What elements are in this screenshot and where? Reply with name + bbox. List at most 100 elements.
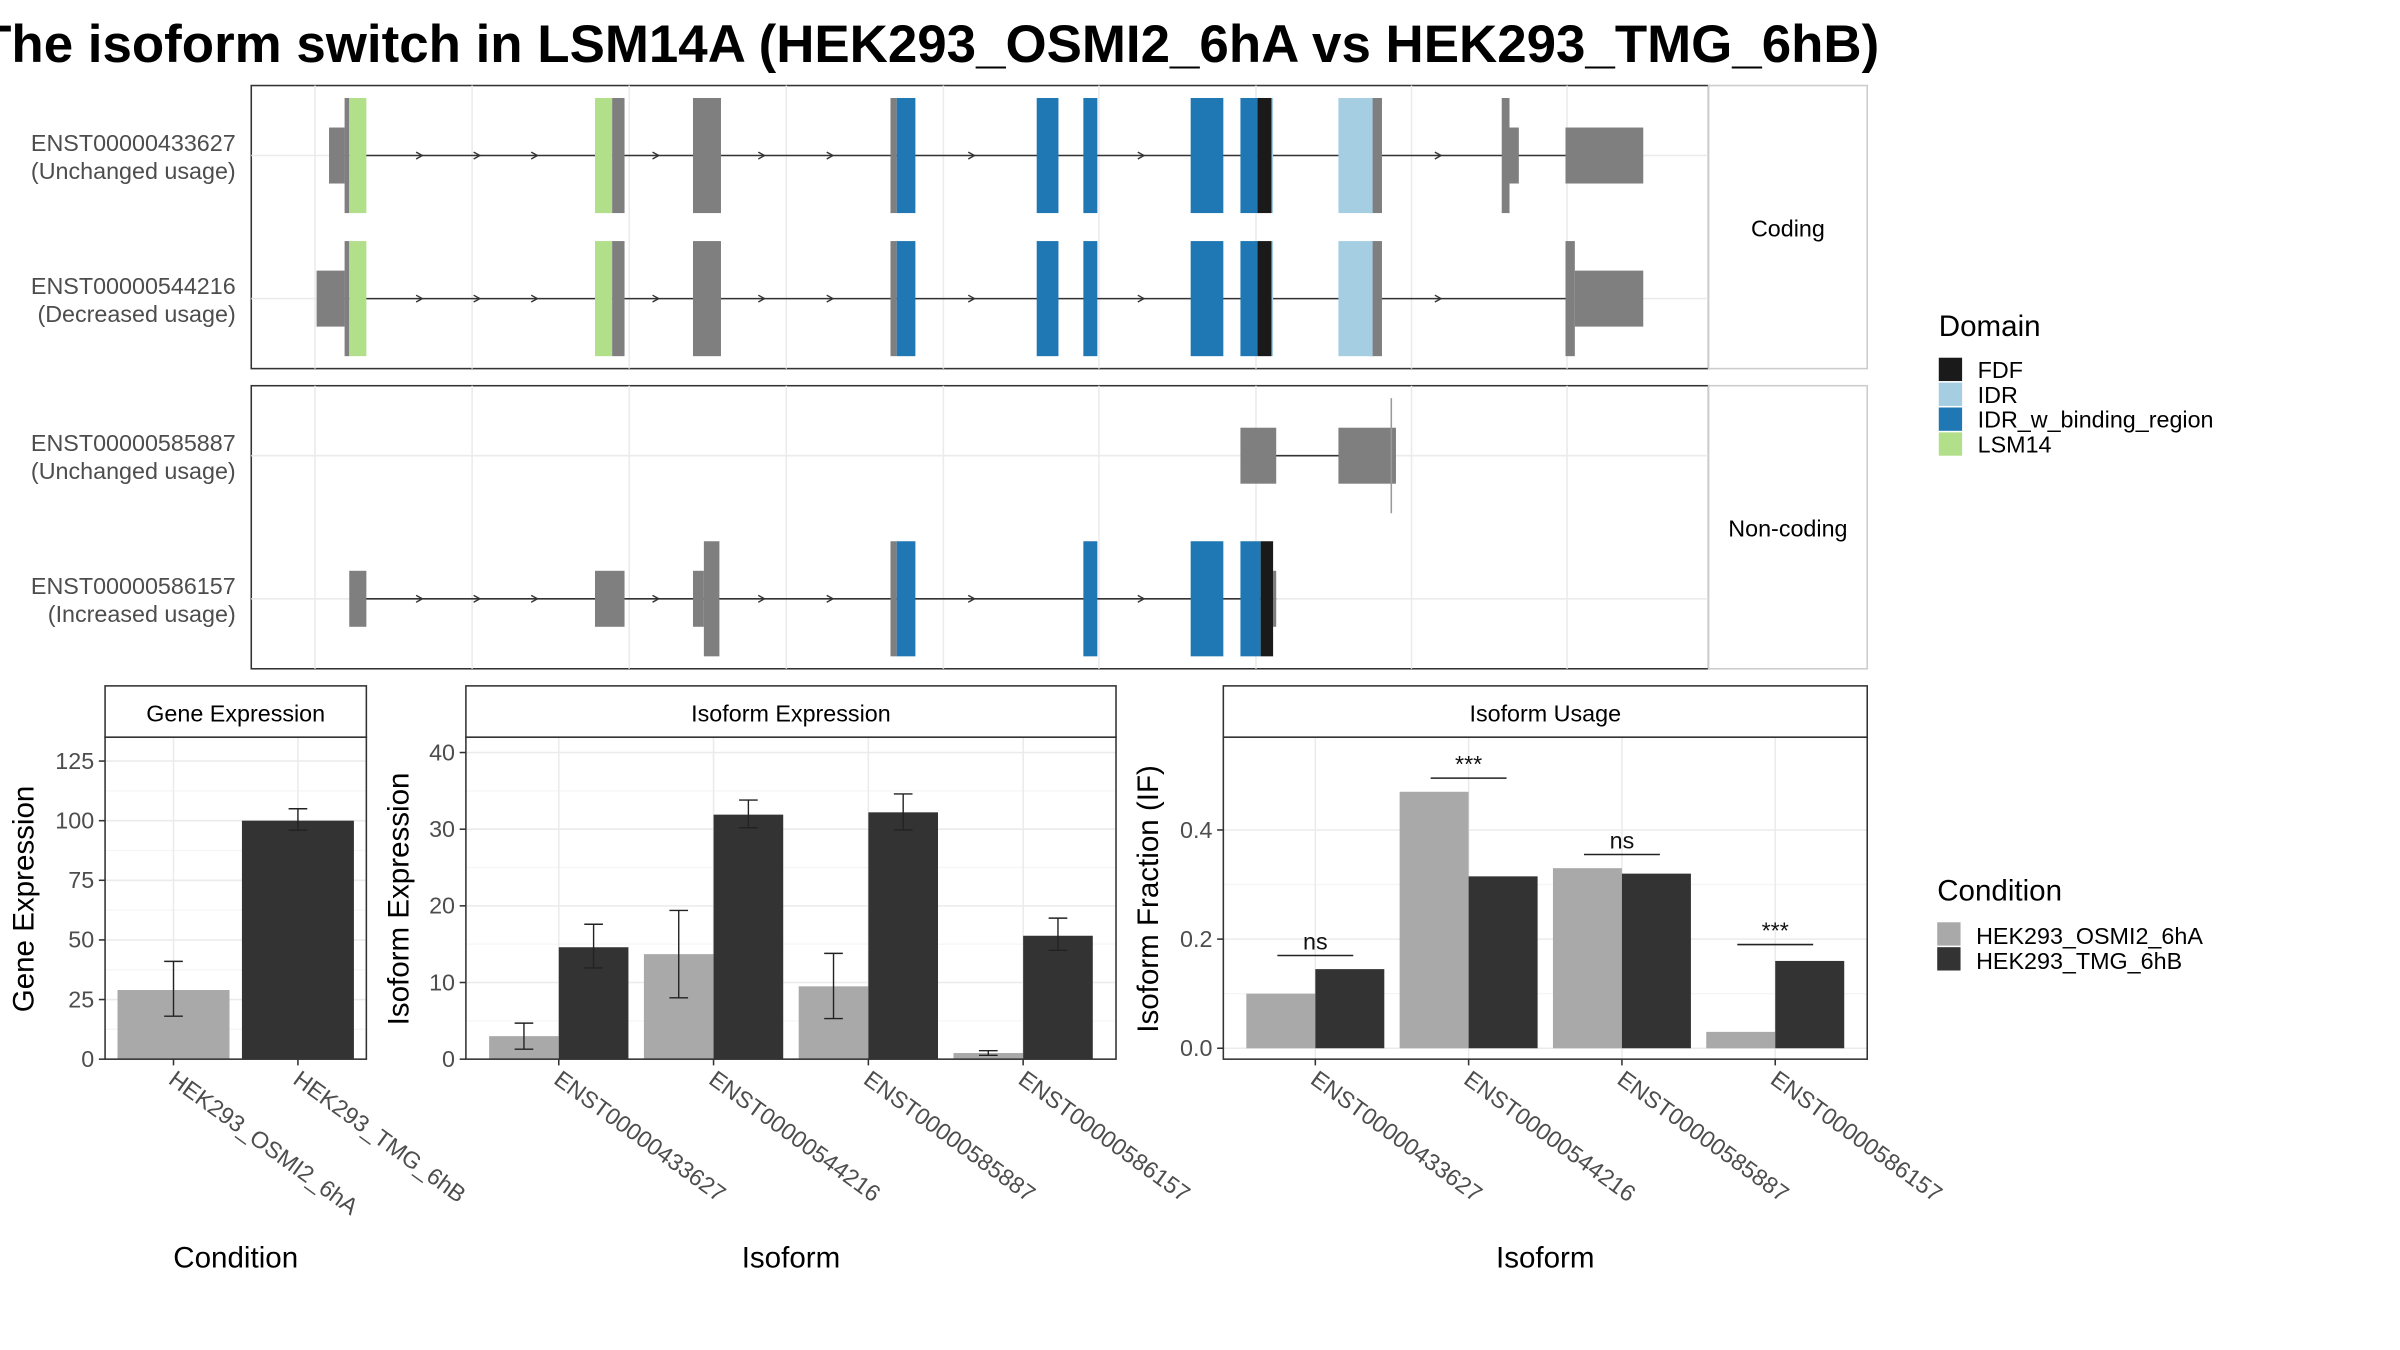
chart-title: Isoform Expression bbox=[691, 701, 891, 727]
bar bbox=[1468, 876, 1538, 1049]
bar bbox=[241, 820, 354, 1060]
utr-exon bbox=[316, 270, 345, 327]
domain-block bbox=[1240, 541, 1261, 657]
strand-arrow bbox=[826, 594, 835, 603]
facet-strip bbox=[1222, 685, 1869, 738]
domain-block bbox=[896, 97, 916, 214]
domain-block bbox=[896, 541, 916, 657]
domain-block bbox=[1083, 241, 1098, 357]
legend-key-idr-binding bbox=[1938, 407, 1963, 431]
structure-panel-coding: Coding bbox=[250, 84, 1869, 370]
bar bbox=[868, 812, 939, 1060]
strand-arrow bbox=[826, 294, 835, 303]
domain-block bbox=[1338, 241, 1373, 357]
structure-panel-noncoding: Non-coding bbox=[250, 384, 1869, 670]
domain-block bbox=[1240, 97, 1258, 214]
x-tick-label: ENST00000433627 bbox=[550, 1065, 731, 1206]
strand-arrow bbox=[757, 294, 766, 303]
cds-exon bbox=[1369, 241, 1382, 357]
legend-label: FDF bbox=[1978, 357, 2023, 383]
utr-exon bbox=[594, 570, 625, 627]
legend-key-idr bbox=[1938, 382, 1963, 406]
domain-block bbox=[594, 97, 613, 214]
utr-exon bbox=[1240, 427, 1277, 484]
strand-arrow bbox=[967, 594, 976, 603]
chart-title: Isoform Usage bbox=[1469, 701, 1621, 727]
y-tick-label: 20 bbox=[429, 893, 455, 919]
domain-block bbox=[1260, 541, 1274, 657]
facet-label-coding: Coding bbox=[1751, 215, 1825, 241]
isoform-track-4 bbox=[349, 541, 1277, 657]
strand-arrow bbox=[1137, 594, 1146, 603]
chart-title: Gene Expression bbox=[146, 701, 325, 727]
isoform-expression-chart: Isoform Expression 0 10 20 30 40 ENST00000433… bbox=[382, 685, 1195, 1275]
facet-strip bbox=[1707, 384, 1869, 670]
utr-exon bbox=[1574, 270, 1644, 327]
domain-block bbox=[349, 97, 367, 214]
legend-key-lsm14 bbox=[1938, 432, 1963, 456]
y-tick-label: 0 bbox=[81, 1046, 94, 1072]
legend-key-fdf bbox=[1938, 357, 1963, 382]
strand-arrow bbox=[415, 294, 424, 303]
isoform-track-3 bbox=[1240, 398, 1396, 514]
cds-exon bbox=[344, 241, 350, 357]
domain-block bbox=[349, 241, 367, 357]
bar bbox=[1023, 935, 1093, 1060]
isoform-usage-label: (Unchanged usage) bbox=[31, 158, 236, 184]
legend-title: Condition bbox=[1937, 875, 2062, 908]
utr-exon bbox=[1509, 127, 1519, 184]
significance-label: ns bbox=[1303, 928, 1328, 954]
bar bbox=[1315, 969, 1385, 1049]
y-tick-label: 0.2 bbox=[1180, 926, 1212, 952]
domain-block bbox=[1257, 97, 1272, 214]
strand-arrow bbox=[757, 594, 766, 603]
significance-label: *** bbox=[1455, 751, 1482, 777]
cds-exon bbox=[890, 541, 897, 657]
domain-block bbox=[1271, 241, 1274, 357]
y-axis-title: Isoform Fraction (IF) bbox=[1132, 765, 1165, 1033]
bar bbox=[1246, 993, 1316, 1049]
bar bbox=[1706, 1031, 1776, 1049]
domain-block bbox=[1271, 97, 1274, 214]
utr-exon bbox=[1565, 127, 1644, 184]
isoform-id-label: ENST00000544216 bbox=[31, 273, 236, 299]
figure-title: The isoform switch in LSM14A (HEK293_OSM… bbox=[0, 15, 1879, 74]
isoform-id-label: ENST00000585887 bbox=[31, 430, 236, 456]
strand-arrow bbox=[826, 151, 835, 160]
domain-block bbox=[1036, 97, 1059, 214]
isoform-track-1 bbox=[329, 97, 1644, 214]
bar bbox=[713, 814, 784, 1060]
strand-arrow bbox=[473, 294, 482, 303]
domain-block bbox=[1240, 241, 1258, 357]
legend-key-cond-b bbox=[1937, 947, 1961, 971]
cds-exon bbox=[1501, 97, 1510, 214]
isoform-track-2 bbox=[316, 241, 1644, 357]
cds-exon bbox=[890, 241, 897, 357]
cds-exon bbox=[344, 97, 350, 214]
y-tick-label: 75 bbox=[68, 867, 94, 893]
strand-arrow bbox=[652, 294, 661, 303]
domain-block bbox=[1083, 541, 1098, 657]
x-axis-title: Isoform bbox=[1496, 1242, 1595, 1275]
y-tick-label: 25 bbox=[68, 986, 94, 1012]
strand-arrow bbox=[652, 151, 661, 160]
y-tick-label: 50 bbox=[68, 927, 94, 953]
utr-exon bbox=[329, 127, 345, 184]
bar bbox=[953, 1053, 1024, 1060]
y-axis-title: Gene Expression bbox=[8, 786, 41, 1013]
cds-exon bbox=[692, 97, 721, 214]
strand-arrow bbox=[652, 594, 661, 603]
strand-arrow bbox=[967, 151, 976, 160]
strand-arrow bbox=[473, 594, 482, 603]
domain-block bbox=[1257, 241, 1272, 357]
cds-exon bbox=[692, 241, 721, 357]
y-tick-label: 40 bbox=[429, 739, 455, 765]
cds-exon bbox=[612, 241, 625, 357]
bar bbox=[1621, 873, 1691, 1049]
domain-block bbox=[1338, 97, 1373, 214]
domain-block bbox=[1190, 241, 1224, 357]
facet-strip bbox=[104, 685, 368, 738]
isoform-usage-chart: Isoform Usage 0.00.20.4ENST00000433627EN… bbox=[1132, 685, 1947, 1275]
x-tick-label: ENST00000585887 bbox=[859, 1065, 1040, 1206]
